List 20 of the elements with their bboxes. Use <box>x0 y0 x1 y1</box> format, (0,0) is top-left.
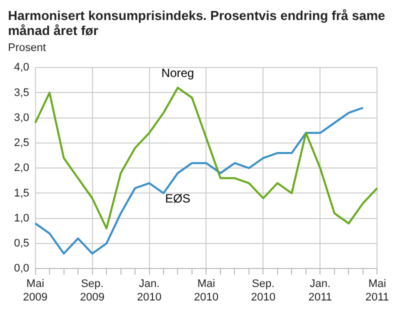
series-label: Noreg <box>161 66 194 80</box>
y-tick-label: 0,5 <box>14 238 30 250</box>
y-tick-label: 2,0 <box>14 162 30 174</box>
y-tick-label: 3,5 <box>14 86 30 99</box>
x-tick-label: Jan. 2010 <box>137 278 162 304</box>
chart-title: Harmonisert konsumprisindeks. Prosentvis endring frå same månad året før <box>8 8 386 38</box>
x-tick-label: Sep. 2010 <box>250 278 276 304</box>
y-tick-label: 1,5 <box>14 187 30 200</box>
y-tick-label: 2,5 <box>14 137 30 150</box>
y-axis-title: Prosent <box>8 42 47 55</box>
y-tick-label: 1,0 <box>14 212 30 224</box>
x-tick-label: Sep. 2009 <box>80 278 105 304</box>
y-tick-label: 0,0 <box>14 262 30 275</box>
x-tick-label: Mai 2009 <box>23 278 48 304</box>
x-tick-label: Mai 2011 <box>365 278 389 304</box>
y-tick-label: 4,0 <box>14 62 30 74</box>
x-tick-label: Jan. 2011 <box>308 278 332 304</box>
series-label: EØS <box>165 191 190 206</box>
x-tick-label: Mai 2010 <box>194 278 218 304</box>
y-tick-label: 3,0 <box>14 112 30 124</box>
